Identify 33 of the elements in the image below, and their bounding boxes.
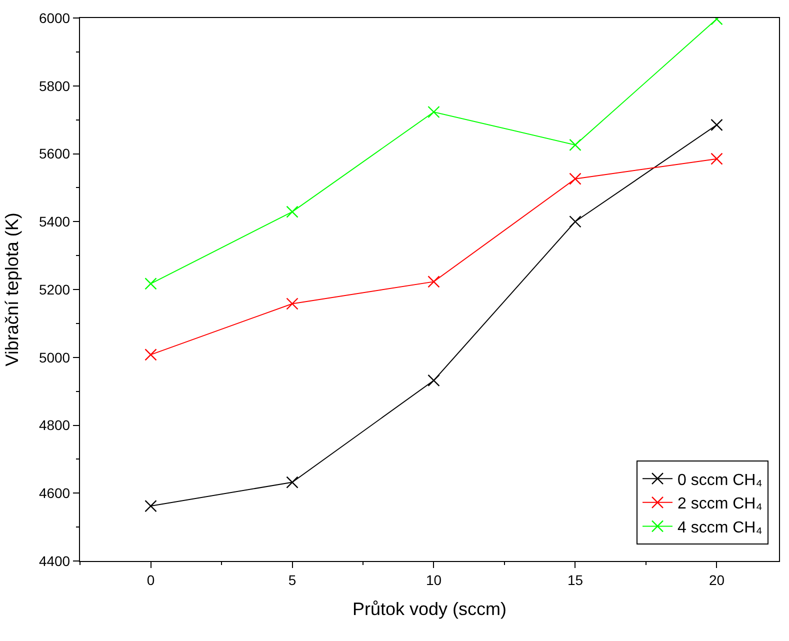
y-tick-label: 5400 [38,214,70,230]
x-tick-label: 5 [288,572,296,588]
point [286,206,298,218]
point [144,500,157,512]
y-tick-label: 4800 [38,417,70,434]
y-tick-label: 5600 [38,146,70,162]
point [144,348,157,361]
point [428,374,440,387]
point [428,106,440,118]
y-tick-label: 4400 [38,552,70,569]
point [286,476,298,488]
y-tick-label: 4600 [38,485,70,502]
point [569,216,582,228]
y-tick-label: 5200 [38,281,70,298]
y-axis-title: Vibrační teplota (K) [2,212,22,366]
point [710,152,723,165]
y-tick-label: 5000 [38,349,70,366]
point [569,172,582,185]
x-tick-label: 10 [426,572,442,588]
point [286,298,298,310]
legend-label: 0 sccm CH₄ [678,472,762,489]
y-tick-label: 5800 [38,78,70,94]
legend-label: 4 sccm CH₄ [678,519,762,536]
point [710,118,723,131]
point [569,138,582,152]
y-tick-label: 6000 [38,10,70,26]
point [428,276,440,288]
x-axis-title: Průtok vody (sccm) [352,599,507,619]
x-tick-label: 20 [708,572,725,588]
x-tick-label: 15 [567,572,584,588]
legend-label: 2 sccm CH₄ [678,496,762,513]
point [144,278,157,290]
x-tick-label: 0 [146,572,155,588]
